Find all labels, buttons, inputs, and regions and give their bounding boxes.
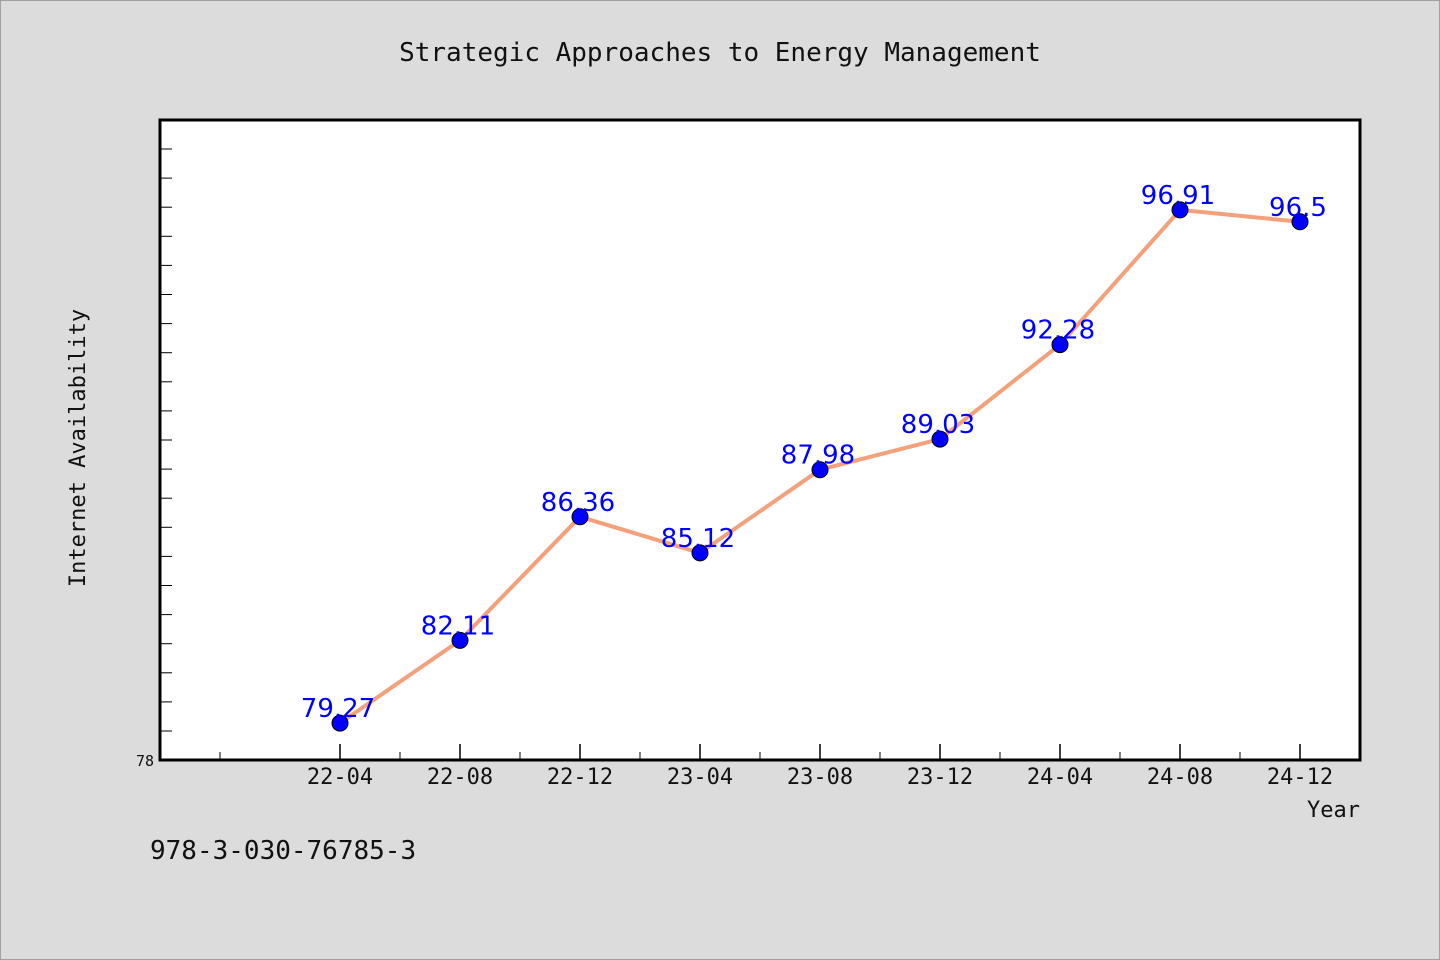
y-tick-label: 78 [136, 752, 154, 770]
x-tick-label: 24-12 [1267, 765, 1333, 790]
data-point [1291, 213, 1309, 231]
chart-title: Strategic Approaches to Energy Managemen… [399, 38, 1041, 68]
data-label: 86.36 [541, 488, 615, 518]
data-label: 79.27 [301, 694, 375, 724]
data-label: 87.98 [781, 441, 855, 471]
data-label: 92.28 [1021, 316, 1095, 346]
data-point [1051, 336, 1069, 354]
series-line-group [331, 201, 1309, 732]
x-tick-label: 23-04 [667, 765, 733, 790]
x-tick-label: 23-12 [907, 765, 973, 790]
data-label: 89.03 [901, 410, 975, 440]
data-point [451, 631, 469, 649]
data-point [571, 508, 589, 526]
data-point [811, 461, 829, 479]
x-tick-label: 22-12 [547, 765, 613, 790]
data-point [331, 714, 349, 732]
data-label: 82.11 [421, 611, 495, 641]
data-point [931, 430, 949, 448]
y-axis-ticks: 78 [136, 148, 172, 770]
x-tick-label: 24-04 [1027, 765, 1093, 790]
data-label: 85.12 [661, 524, 735, 554]
data-point [691, 544, 709, 562]
data-point [1171, 201, 1189, 219]
data-label: 96.91 [1141, 181, 1215, 211]
data-labels-group: 79.27 82.11 86.36 85.12 87.98 89.03 92.28 96.91… [301, 181, 1327, 724]
x-tick-label: 22-04 [307, 765, 373, 790]
x-tick-label: 24-08 [1147, 765, 1213, 790]
isbn-text: 978-3-030-76785-3 [150, 836, 417, 866]
plot-area [158, 118, 1362, 762]
x-tick-label: 23-08 [787, 765, 853, 790]
x-axis-ticks: 22-04 22-08 22-12 23-04 23-08 23-12 24-04 24-08… [219, 744, 1361, 790]
x-tick-label: 22-08 [427, 765, 493, 790]
x-axis-label: Year [1307, 798, 1360, 823]
y-axis-label: Internet Availability [66, 309, 91, 587]
data-label: 96.5 [1269, 193, 1327, 223]
